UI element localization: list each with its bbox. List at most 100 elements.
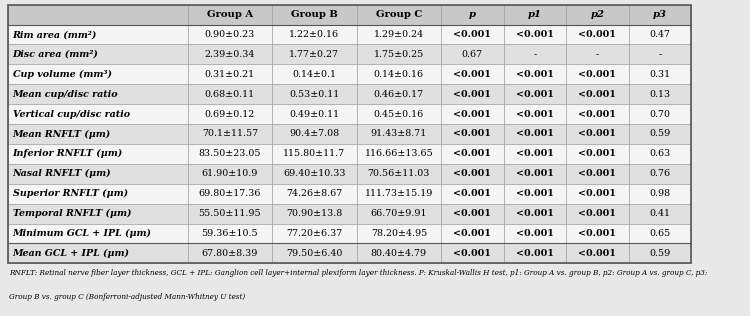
Text: p1: p1: [528, 10, 542, 19]
Bar: [566, 84, 628, 104]
Text: <0.001: <0.001: [578, 130, 616, 138]
Bar: [441, 104, 503, 124]
Text: 0.59: 0.59: [650, 130, 670, 138]
Text: Mean RNFLT (μm): Mean RNFLT (μm): [13, 130, 111, 138]
Bar: [272, 64, 356, 84]
Text: <0.001: <0.001: [516, 209, 554, 218]
Text: 1.75±0.25: 1.75±0.25: [374, 50, 424, 59]
Text: Group C: Group C: [376, 10, 422, 19]
Text: Nasal RNFLT (μm): Nasal RNFLT (μm): [13, 169, 111, 178]
Bar: [566, 184, 628, 204]
Text: Group A: Group A: [207, 10, 253, 19]
Text: <0.001: <0.001: [578, 30, 616, 39]
Text: <0.001: <0.001: [578, 229, 616, 238]
Bar: [566, 144, 628, 164]
Bar: [8, 164, 188, 184]
Bar: [628, 223, 691, 243]
Bar: [8, 64, 188, 84]
Bar: [503, 164, 566, 184]
Bar: [357, 5, 441, 25]
Text: p: p: [469, 10, 476, 19]
Bar: [566, 104, 628, 124]
Bar: [628, 144, 691, 164]
Text: <0.001: <0.001: [454, 70, 491, 79]
Text: 116.66±13.65: 116.66±13.65: [364, 149, 434, 158]
Text: <0.001: <0.001: [578, 90, 616, 99]
Bar: [188, 25, 272, 45]
Text: <0.001: <0.001: [516, 70, 554, 79]
Bar: [357, 25, 441, 45]
Bar: [272, 84, 356, 104]
Text: -: -: [658, 50, 662, 59]
Bar: [503, 204, 566, 223]
Bar: [188, 84, 272, 104]
Bar: [8, 184, 188, 204]
Bar: [272, 25, 356, 45]
Text: 2.39±0.34: 2.39±0.34: [205, 50, 255, 59]
Text: 90.4±7.08: 90.4±7.08: [290, 130, 340, 138]
Bar: [503, 184, 566, 204]
Bar: [272, 104, 356, 124]
Text: 70.90±13.8: 70.90±13.8: [286, 209, 343, 218]
Text: <0.001: <0.001: [578, 189, 616, 198]
Text: -: -: [533, 50, 536, 59]
Bar: [503, 243, 566, 263]
Text: 69.80±17.36: 69.80±17.36: [199, 189, 261, 198]
Text: 0.69±0.12: 0.69±0.12: [205, 110, 255, 118]
Text: <0.001: <0.001: [454, 149, 491, 158]
Text: Rim area (mm²): Rim area (mm²): [13, 30, 97, 39]
Bar: [188, 45, 272, 64]
Text: <0.001: <0.001: [454, 30, 491, 39]
Text: 61.90±10.9: 61.90±10.9: [202, 169, 258, 178]
Bar: [628, 124, 691, 144]
Text: <0.001: <0.001: [454, 169, 491, 178]
Text: Inferior RNFLT (μm): Inferior RNFLT (μm): [13, 149, 123, 158]
Bar: [441, 164, 503, 184]
Text: <0.001: <0.001: [454, 110, 491, 118]
Text: 80.40±4.79: 80.40±4.79: [370, 249, 427, 258]
Bar: [441, 5, 503, 25]
Text: 0.59: 0.59: [650, 249, 670, 258]
Text: 0.49±0.11: 0.49±0.11: [290, 110, 340, 118]
Bar: [503, 104, 566, 124]
Bar: [188, 144, 272, 164]
Bar: [8, 104, 188, 124]
Bar: [357, 164, 441, 184]
Text: 1.77±0.27: 1.77±0.27: [290, 50, 339, 59]
Text: 0.45±0.16: 0.45±0.16: [374, 110, 424, 118]
Bar: [188, 223, 272, 243]
Text: 0.76: 0.76: [650, 169, 670, 178]
Bar: [8, 5, 188, 25]
Text: 66.70±9.91: 66.70±9.91: [370, 209, 427, 218]
Bar: [357, 45, 441, 64]
Text: 74.26±8.67: 74.26±8.67: [286, 189, 343, 198]
Bar: [357, 223, 441, 243]
Text: Disc area (mm²): Disc area (mm²): [13, 50, 98, 59]
Text: Minimum GCL + IPL (μm): Minimum GCL + IPL (μm): [13, 229, 152, 238]
Bar: [272, 243, 356, 263]
Bar: [628, 204, 691, 223]
Bar: [441, 64, 503, 84]
Bar: [566, 5, 628, 25]
Text: <0.001: <0.001: [578, 70, 616, 79]
Text: 0.53±0.11: 0.53±0.11: [290, 90, 340, 99]
Bar: [566, 204, 628, 223]
Bar: [441, 25, 503, 45]
Bar: [566, 64, 628, 84]
Bar: [357, 184, 441, 204]
Text: <0.001: <0.001: [578, 149, 616, 158]
Text: Mean GCL + IPL (μm): Mean GCL + IPL (μm): [13, 249, 130, 258]
Text: 70.56±11.03: 70.56±11.03: [368, 169, 430, 178]
Bar: [188, 124, 272, 144]
Bar: [8, 25, 188, 45]
Bar: [628, 5, 691, 25]
Bar: [357, 84, 441, 104]
Bar: [188, 104, 272, 124]
Text: <0.001: <0.001: [516, 249, 554, 258]
Text: <0.001: <0.001: [516, 110, 554, 118]
Text: 111.73±15.19: 111.73±15.19: [364, 189, 433, 198]
Text: 0.46±0.17: 0.46±0.17: [374, 90, 424, 99]
Text: 67.80±8.39: 67.80±8.39: [202, 249, 258, 258]
Text: Group B: Group B: [291, 10, 338, 19]
Bar: [566, 45, 628, 64]
